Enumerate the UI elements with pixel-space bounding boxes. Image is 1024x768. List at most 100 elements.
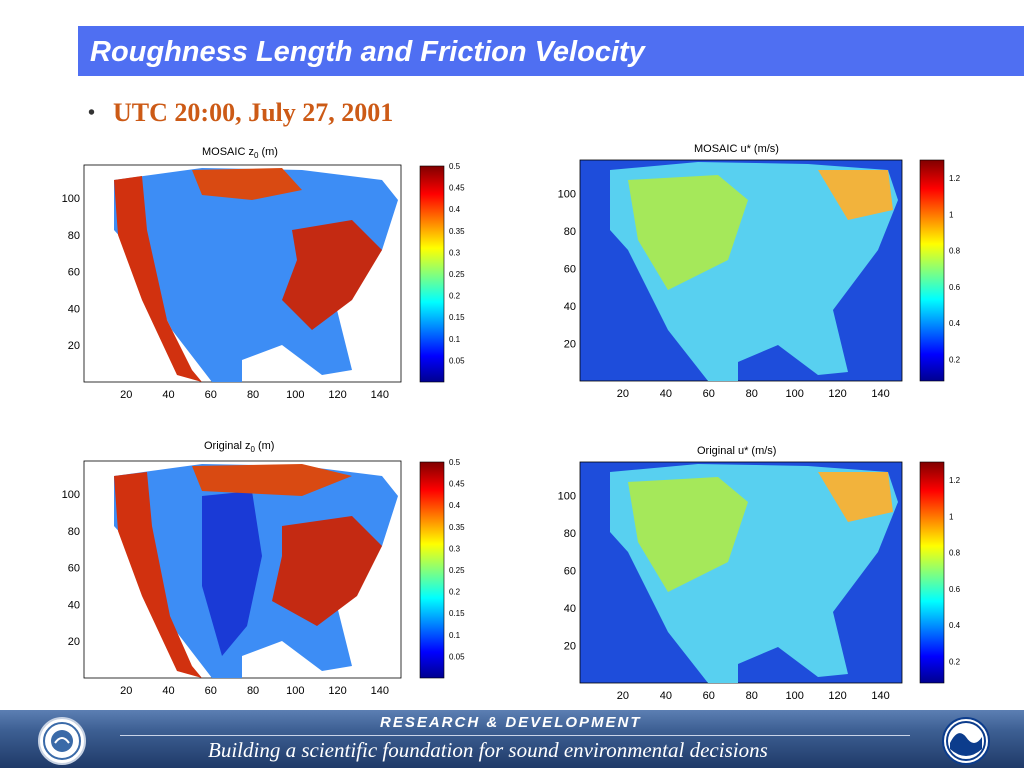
footer-banner: RESEARCH & DEVELOPMENT Building a scient… bbox=[0, 710, 1024, 768]
chart-original-z0: Original z0 (m) 20 40 60 80 100 120 140 20 40 60… bbox=[62, 440, 465, 697]
panel-mosaic-z0: MOSAIC z0 (m) 20 40 60 80 100 120 140 20 40 60 80… bbox=[52, 140, 472, 405]
map-high-region bbox=[114, 472, 202, 678]
x-axis-ticks: 20 40 60 80 100 120 140 bbox=[617, 388, 890, 400]
colorbar bbox=[919, 159, 945, 382]
x-tick-label: 80 bbox=[746, 388, 758, 400]
colorbar-tick-label: 0.2 bbox=[449, 292, 461, 301]
x-tick-label: 20 bbox=[120, 685, 132, 697]
chart-mosaic-ustar: MOSAIC u* (m/s) 20 40 60 80 100 120 140 20 40 60… bbox=[558, 143, 961, 400]
bullet-icon: • bbox=[88, 102, 96, 124]
x-tick-label: 60 bbox=[205, 685, 217, 697]
subtitle-text: UTC 20:00, July 27, 2001 bbox=[113, 98, 394, 127]
map-high-region bbox=[114, 176, 202, 382]
x-tick-label: 140 bbox=[371, 389, 389, 401]
colorbar-tick-label: 0.8 bbox=[949, 247, 961, 256]
colorbar-tick-label: 0.2 bbox=[949, 657, 961, 666]
panel-original-z0: Original z0 (m) 20 40 60 80 100 120 140 20 40 60… bbox=[52, 436, 472, 701]
x-tick-label: 100 bbox=[286, 389, 304, 401]
x-tick-label: 80 bbox=[746, 690, 758, 702]
footer-heading: RESEARCH & DEVELOPMENT bbox=[380, 714, 642, 731]
colorbar bbox=[919, 461, 945, 684]
x-tick-label: 40 bbox=[660, 690, 672, 702]
map-low-region bbox=[202, 491, 262, 656]
colorbar-tick-label: 0.2 bbox=[949, 355, 961, 364]
colorbar-tick-label: 0.25 bbox=[449, 270, 465, 279]
y-tick-label: 20 bbox=[68, 636, 80, 648]
colorbar-tick-label: 0.3 bbox=[449, 544, 461, 553]
colorbar-ticks: 0.2 0.4 0.6 0.8 1 1.2 bbox=[949, 476, 961, 666]
x-tick-label: 100 bbox=[785, 388, 803, 400]
x-tick-label: 60 bbox=[703, 388, 715, 400]
map-mid-region bbox=[628, 477, 748, 592]
x-tick-label: 40 bbox=[660, 388, 672, 400]
y-tick-label: 80 bbox=[564, 226, 576, 238]
colorbar-tick-label: 0.1 bbox=[449, 631, 461, 640]
y-tick-label: 100 bbox=[558, 491, 576, 503]
footer-tagline: Building a scientific foundation for sou… bbox=[208, 738, 768, 762]
x-tick-label: 120 bbox=[828, 388, 846, 400]
y-tick-label: 40 bbox=[564, 603, 576, 615]
x-tick-label: 40 bbox=[162, 389, 174, 401]
colorbar-tick-label: 0.4 bbox=[949, 621, 961, 630]
colorbar-tick-label: 0.3 bbox=[449, 248, 461, 257]
x-tick-label: 120 bbox=[328, 389, 346, 401]
colorbar-tick-label: 0.5 bbox=[449, 458, 461, 467]
map-mid-region bbox=[628, 175, 748, 290]
colorbar-tick-label: 0.15 bbox=[449, 609, 465, 618]
x-tick-label: 60 bbox=[205, 389, 217, 401]
colorbar bbox=[419, 165, 445, 383]
x-axis-ticks: 20 40 60 80 100 120 140 bbox=[120, 389, 389, 401]
y-tick-label: 40 bbox=[564, 301, 576, 313]
epa-seal-logo bbox=[38, 717, 86, 765]
y-tick-label: 20 bbox=[68, 340, 80, 352]
colorbar-tick-label: 0.45 bbox=[449, 480, 465, 489]
x-tick-label: 60 bbox=[703, 690, 715, 702]
colorbar bbox=[419, 461, 445, 679]
y-tick-label: 60 bbox=[68, 563, 80, 575]
colorbar-tick-label: 0.8 bbox=[949, 549, 961, 558]
x-tick-label: 20 bbox=[617, 690, 629, 702]
chart-mosaic-z0: MOSAIC z0 (m) 20 40 60 80 100 120 140 20 40 60 80… bbox=[62, 146, 465, 401]
colorbar-tick-label: 0.6 bbox=[949, 585, 961, 594]
x-axis-ticks: 20 40 60 80 100 120 140 bbox=[120, 685, 389, 697]
colorbar-tick-label: 0.2 bbox=[449, 588, 461, 597]
map-high-region bbox=[818, 170, 893, 220]
noaa-logo bbox=[942, 717, 990, 765]
y-tick-label: 100 bbox=[558, 189, 576, 201]
panel-mosaic-ustar: MOSAIC u* (m/s) 20 40 60 80 100 120 140 20 40 60… bbox=[548, 140, 968, 405]
y-tick-label: 80 bbox=[68, 230, 80, 242]
colorbar-tick-label: 0.15 bbox=[449, 313, 465, 322]
y-tick-label: 80 bbox=[564, 528, 576, 540]
y-axis-ticks: 20 40 60 80 100 bbox=[62, 193, 80, 352]
y-axis-ticks: 20 40 60 80 100 bbox=[558, 189, 576, 351]
chart-original-ustar: Original u* (m/s) 20 40 60 80 100 120 140 20 40… bbox=[558, 445, 961, 702]
y-tick-label: 60 bbox=[564, 264, 576, 276]
y-tick-label: 40 bbox=[68, 303, 80, 315]
slide-title: Roughness Length and Friction Velocity bbox=[90, 36, 645, 68]
x-tick-label: 20 bbox=[120, 389, 132, 401]
panel-title: Original u* (m/s) bbox=[697, 445, 776, 457]
colorbar-ticks: 0.2 0.4 0.6 0.8 1 1.2 bbox=[949, 174, 961, 364]
panel-original-ustar: Original u* (m/s) 20 40 60 80 100 120 140 20 40… bbox=[548, 438, 968, 703]
panel-title: MOSAIC u* (m/s) bbox=[694, 143, 779, 155]
colorbar-tick-label: 1.2 bbox=[949, 476, 961, 485]
x-tick-label: 100 bbox=[785, 690, 803, 702]
colorbar-tick-label: 0.05 bbox=[449, 652, 465, 661]
map-high-region bbox=[818, 472, 893, 522]
y-tick-label: 20 bbox=[564, 339, 576, 351]
map-high-region bbox=[192, 464, 352, 496]
colorbar-tick-label: 1 bbox=[949, 512, 954, 521]
epa-seal-icon bbox=[43, 722, 81, 760]
y-tick-label: 40 bbox=[68, 599, 80, 611]
colorbar-tick-label: 1 bbox=[949, 210, 954, 219]
map-high-region bbox=[192, 168, 302, 200]
x-tick-label: 100 bbox=[286, 685, 304, 697]
panel-title: MOSAIC z0 (m) bbox=[202, 146, 278, 160]
colorbar-tick-label: 0.5 bbox=[449, 162, 461, 171]
x-tick-label: 80 bbox=[247, 685, 259, 697]
x-axis-ticks: 20 40 60 80 100 120 140 bbox=[617, 690, 890, 702]
y-tick-label: 20 bbox=[564, 641, 576, 653]
noaa-icon bbox=[946, 721, 986, 761]
panel-title: Original z0 (m) bbox=[204, 440, 274, 454]
y-tick-label: 100 bbox=[62, 489, 80, 501]
